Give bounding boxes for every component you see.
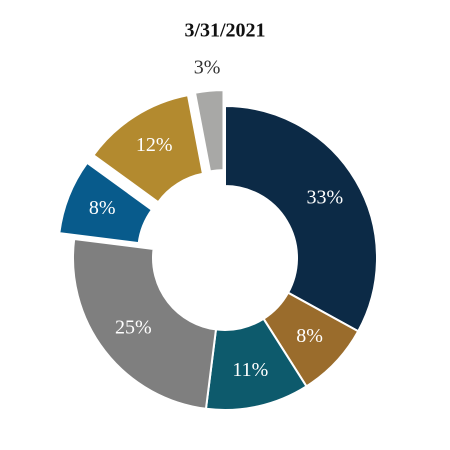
slice <box>224 104 378 333</box>
slice <box>72 237 218 410</box>
slice <box>92 94 205 204</box>
chart-title: 3/31/2021 <box>184 20 265 42</box>
data-label: 3% <box>194 56 221 78</box>
data-label: 33% <box>307 187 344 209</box>
slice <box>58 161 154 245</box>
data-label: 8% <box>296 325 323 347</box>
data-label: 12% <box>136 134 173 156</box>
slice <box>193 89 225 173</box>
data-label: 8% <box>89 197 116 219</box>
data-label: 11% <box>232 359 268 381</box>
data-label: 25% <box>115 317 152 339</box>
